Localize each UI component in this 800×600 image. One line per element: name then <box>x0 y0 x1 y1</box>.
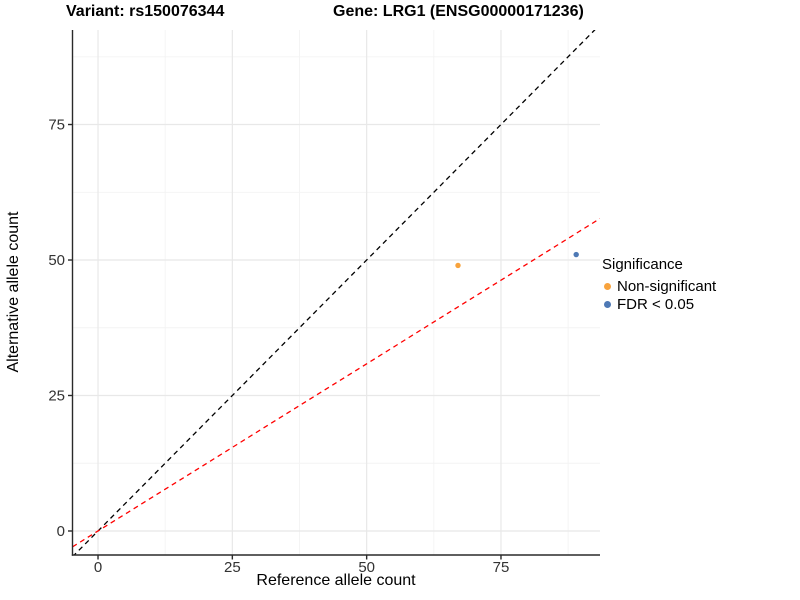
legend-swatch-icon <box>604 300 611 308</box>
legend-item-1: FDR < 0.05 <box>601 295 716 313</box>
x-tick-label: 50 <box>358 559 375 576</box>
variant-title: Variant: rs150076344 <box>66 3 225 20</box>
legend-item-label: Non-significant <box>617 277 717 295</box>
identity-line <box>73 30 596 555</box>
legend-swatch-icon <box>604 282 611 290</box>
legend-item-0: Non-significant <box>601 277 716 295</box>
legend: Significance Non-significant FDR < 0.05 <box>601 256 716 313</box>
y-axis-title: Alternative allele count <box>5 211 22 373</box>
legend-title: Significance <box>602 256 683 273</box>
x-axis-title: Reference allele count <box>256 572 416 589</box>
data-point-series-1 <box>573 251 579 258</box>
x-tick-label: 0 <box>94 559 102 576</box>
y-tick-label: 50 <box>48 252 65 269</box>
y-tick-label: 0 <box>57 523 65 540</box>
y-tick-label: 75 <box>48 117 65 134</box>
x-tick-label: 25 <box>224 559 241 576</box>
fitted-ratio-line <box>72 218 600 548</box>
data-point-series-0 <box>455 262 461 269</box>
x-tick-label: 75 <box>493 559 510 576</box>
legend-items: Non-significant FDR < 0.05 <box>601 277 716 313</box>
gene-title: Gene: LRG1 (ENSG00000171236) <box>333 3 584 20</box>
legend-item-label: FDR < 0.05 <box>617 295 695 313</box>
y-tick-label: 25 <box>48 388 65 405</box>
